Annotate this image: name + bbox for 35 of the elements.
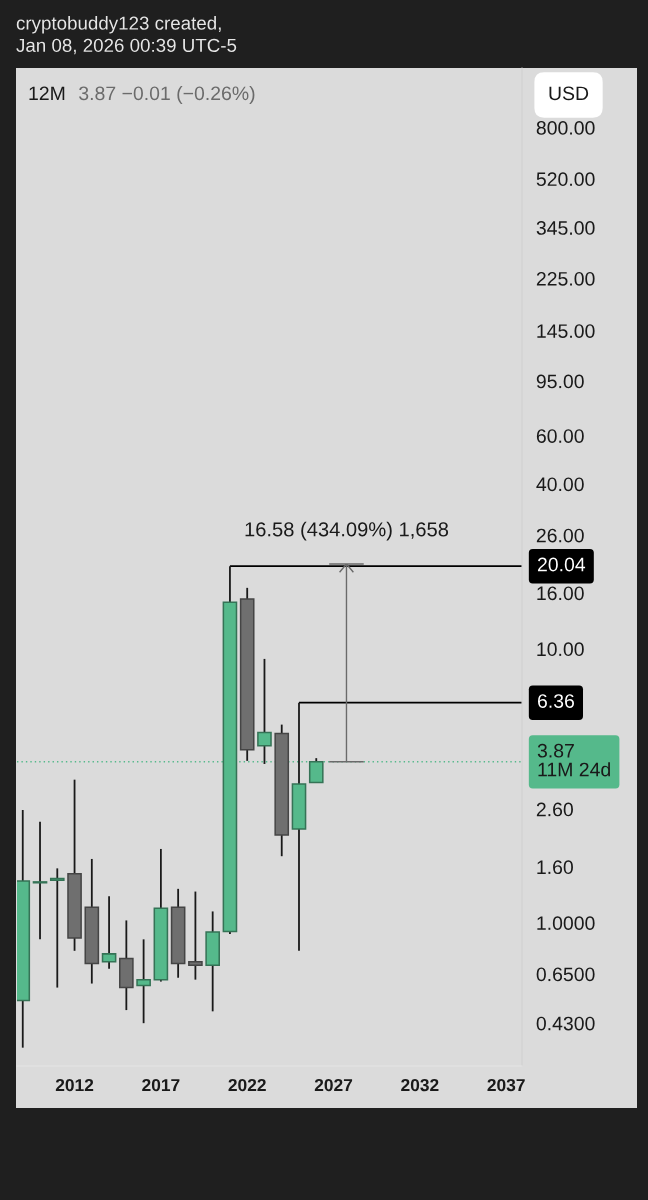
y-tick-label: 26.00 xyxy=(536,528,584,543)
y-tick-label: 520.00 xyxy=(536,172,595,187)
candlestick xyxy=(136,938,151,1025)
candlestick xyxy=(188,890,203,981)
y-tick-label: 60.00 xyxy=(536,429,584,443)
y-tick-label: 225.00 xyxy=(536,271,595,286)
y-tick-label: 800.00 xyxy=(536,121,595,135)
x-tick-label: 2017 xyxy=(142,1078,180,1092)
text: 12M xyxy=(29,86,65,101)
y-tick-label: 345.00 xyxy=(536,221,595,235)
x-tick-label: 2027 xyxy=(314,1078,353,1092)
y-tick-label: 145.00 xyxy=(537,324,595,338)
y-tick-label: 1.0000 xyxy=(537,916,595,931)
x-tick-label: 2012 xyxy=(55,1078,94,1092)
y-tick-label: 2.60 xyxy=(536,802,573,817)
x-tick-label: 2037 xyxy=(487,1078,525,1092)
ref-line-label: 3.87 11M 24d xyxy=(537,743,610,777)
x-tick-label: 2022 xyxy=(228,1078,266,1092)
y-tick-label: 10.00 xyxy=(537,642,584,657)
y-axis-title: USD xyxy=(549,86,589,101)
y-tick-label: 1.60 xyxy=(537,860,573,875)
candlestick xyxy=(101,895,117,970)
y-tick-label: 0.4300 xyxy=(536,1016,595,1031)
y-tick-label: 95.00 xyxy=(536,374,584,389)
ref-line-label: 20.04 xyxy=(537,557,586,572)
y-tick-label: 0.6500 xyxy=(536,967,595,982)
candlestick xyxy=(49,867,65,989)
text: cryptobuddy123 created, Jan 08, 2026 00:39 UTC-5 xyxy=(16,16,237,55)
text: 3.87 −0.01 (−0.26%) xyxy=(79,85,255,105)
x-tick-label: 2032 xyxy=(401,1078,439,1092)
ref-line-label: 6.36 xyxy=(537,694,574,708)
candlestick xyxy=(32,820,48,941)
annotation: 16.58 (434.09%) 1,658 xyxy=(245,521,449,541)
y-tick-label: 40.00 xyxy=(536,477,584,492)
y-tick-label: 16.00 xyxy=(537,586,584,601)
